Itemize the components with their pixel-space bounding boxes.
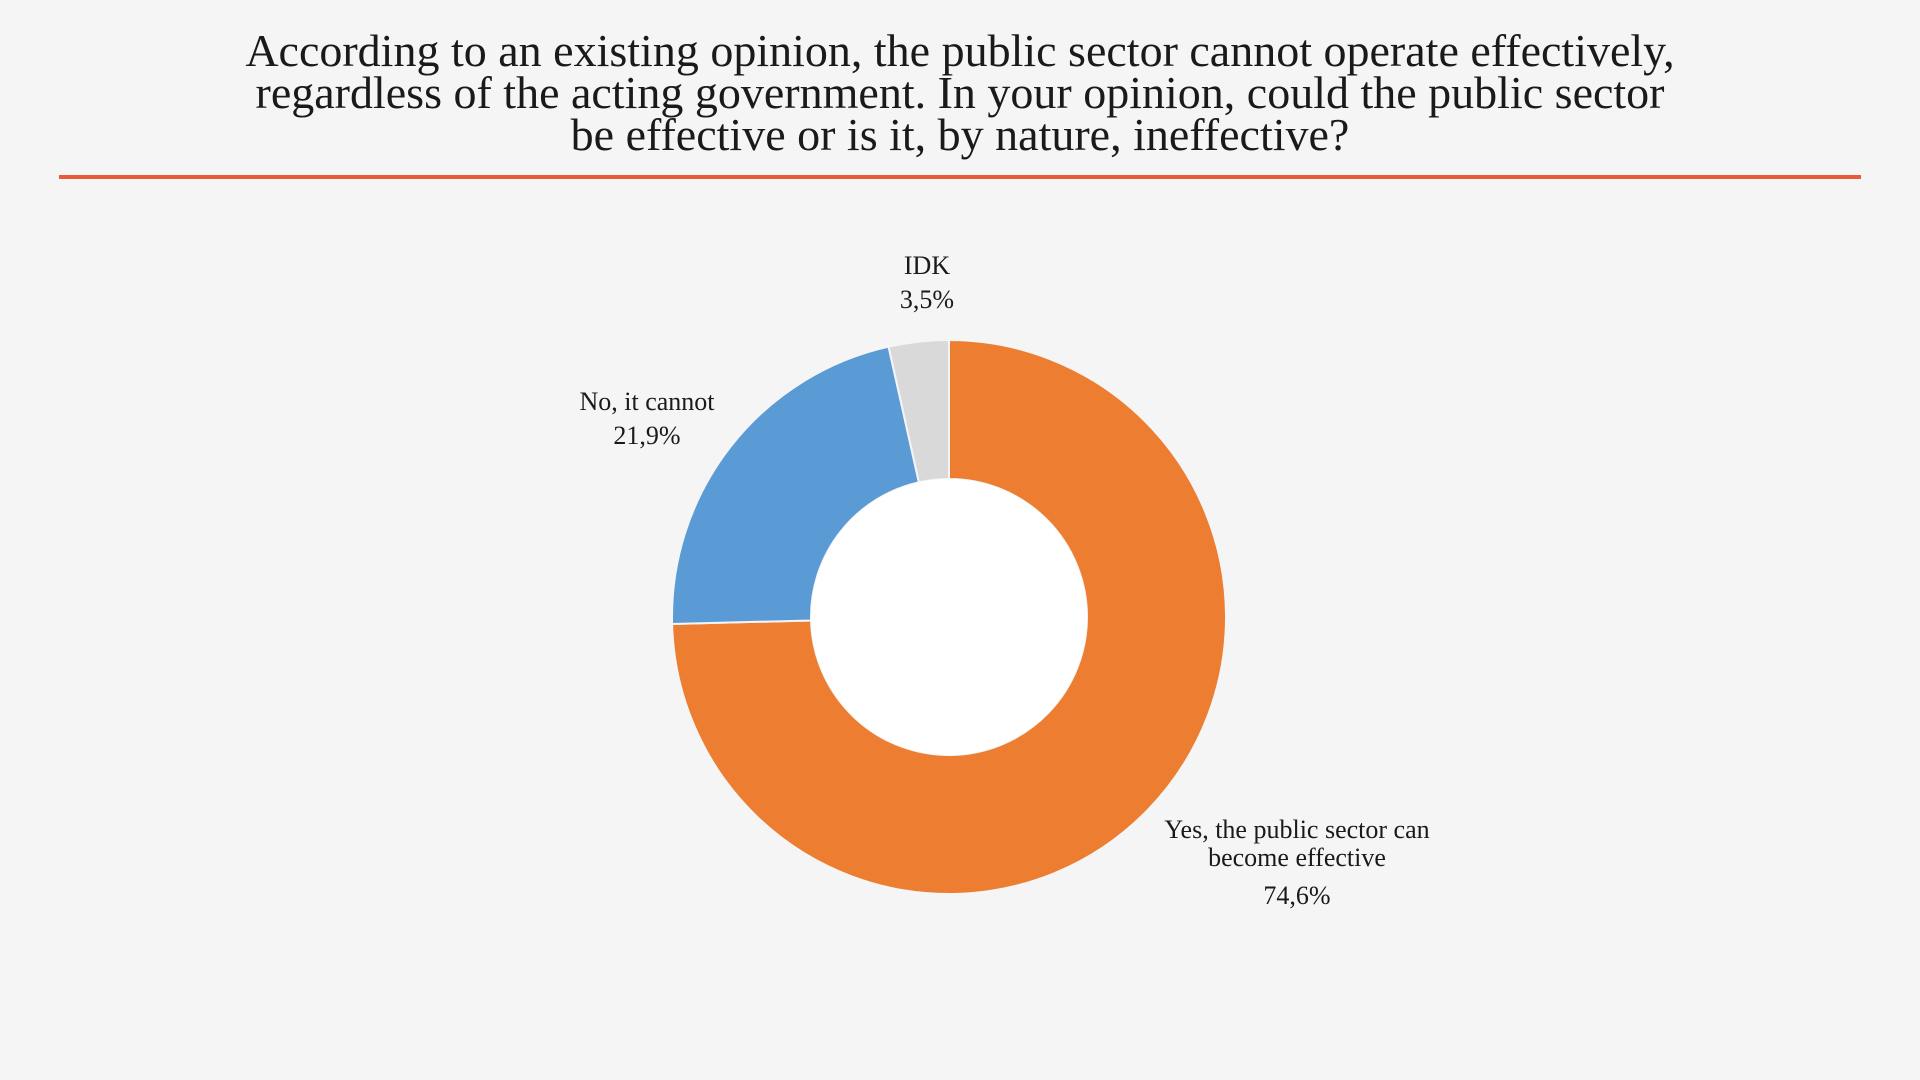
slice-label-yes-name-1: Yes, the public sector can: [1164, 815, 1430, 844]
chart-title-line-1: According to an existing opinion, the pu…: [245, 25, 1675, 76]
slice-label-yes-name-2: become effective: [1208, 843, 1386, 872]
slice-label-no-name: No, it cannot: [579, 387, 715, 416]
chart-title-line-2: regardless of the acting government. In …: [255, 67, 1665, 118]
slice-label-no-value: 21,9%: [613, 421, 681, 450]
slice-label-no: No, it cannot 21,9%: [547, 388, 747, 450]
donut-slices: [671, 338, 1227, 895]
chart-title-line-3: be effective or is it, by nature, ineffe…: [570, 109, 1350, 160]
chart-title: According to an existing opinion, the pu…: [0, 25, 1920, 160]
slice-label-idk-name: IDK: [903, 251, 951, 280]
slice-label-idk: IDK 3,5%: [877, 252, 977, 314]
donut-hole: [811, 479, 1087, 755]
slice-label-idk-value: 3,5%: [899, 285, 955, 314]
title-divider: [59, 175, 1861, 179]
slice-label-yes: Yes, the public sector can become effect…: [1147, 816, 1447, 910]
slice-label-yes-value: 74,6%: [1263, 881, 1331, 910]
